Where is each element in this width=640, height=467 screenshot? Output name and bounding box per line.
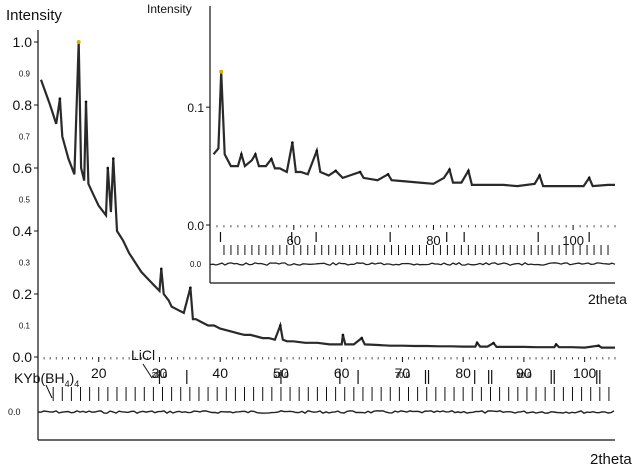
y-tick-label: 0.0 xyxy=(13,349,33,365)
inset-kyb-reflection-ticks xyxy=(223,245,609,255)
peak-point xyxy=(467,169,470,173)
inset-peak-markers xyxy=(219,69,591,180)
y-tick-label: 0.1 xyxy=(187,101,204,115)
x-tick-label: 80 xyxy=(455,365,471,381)
phase1-annotation-sub: 4 xyxy=(65,379,70,389)
main-kyb-reflection-ticks xyxy=(52,387,610,401)
main-x-ticks: 203040506070809010030.050.070.090.0 xyxy=(37,357,616,381)
peak-point xyxy=(587,176,591,180)
peak-point xyxy=(358,170,362,174)
peak-point xyxy=(597,344,600,348)
phase2-annotation-pointer xyxy=(142,363,153,379)
phase1-annotation-pointer xyxy=(45,384,53,399)
y-tick-label-small: 0.1 xyxy=(19,322,31,331)
peak-point xyxy=(291,141,294,144)
main-diff-zero-label: 0.0 xyxy=(8,407,21,417)
x-tick-label: 60 xyxy=(287,233,301,248)
y-tick-label: 0.0 xyxy=(187,219,204,233)
y-tick-label-small: 0.3 xyxy=(19,259,31,268)
phase1-annotation-sub2: 4 xyxy=(74,379,79,389)
y-tick-label: 0.2 xyxy=(13,286,33,302)
peak-point xyxy=(492,341,495,345)
inset-background xyxy=(186,4,615,285)
inset-y-axis-title: Intensity xyxy=(147,2,192,16)
inset-diff-zero-label: 0.0 xyxy=(190,260,202,269)
y-tick-label: 0.8 xyxy=(13,97,33,113)
inset-x-axis-title: 2theta xyxy=(588,291,627,307)
x-tick-label: 80 xyxy=(426,233,440,248)
y-tick-label-small: 0.9 xyxy=(19,70,31,79)
peak-point xyxy=(106,166,110,170)
peak-point xyxy=(475,341,479,345)
peak-point xyxy=(240,153,243,156)
peak-point xyxy=(58,97,62,100)
peak-point xyxy=(360,336,364,340)
peak-point xyxy=(279,324,282,327)
inset-x-ticks: 60 80 100 xyxy=(209,225,616,248)
peak-point xyxy=(254,153,257,156)
inset-difference-curve xyxy=(209,261,616,266)
max-peak-point xyxy=(76,40,81,44)
x-tick-label-small: 70.0 xyxy=(395,371,411,380)
peak-point xyxy=(386,173,390,176)
phase1-annotation: KYb(BH4)4 xyxy=(14,370,79,389)
peak-point xyxy=(538,174,541,177)
x-tick-label: 60 xyxy=(334,365,350,381)
peak-point xyxy=(112,157,115,160)
peak-point xyxy=(315,149,319,153)
x-tick-label: 90 xyxy=(516,365,532,381)
y-tick-label-small: 0.5 xyxy=(19,196,31,205)
x-tick-label: 20 xyxy=(91,365,107,381)
main-y-axis-title: Intensity xyxy=(6,7,62,24)
peak-point xyxy=(189,286,192,290)
main-difference-curve xyxy=(37,410,615,415)
peak-point xyxy=(270,157,273,161)
inset-chart: Intensity 0.1 0.0 60 80 100 2theta 0.0 xyxy=(147,2,627,307)
peak-point xyxy=(554,343,558,346)
main-chart: Intensity 1.0 0.8 0.6 0.4 0.2 0.0 0.9 0.7 0.5 0.3… xyxy=(6,7,632,467)
peak-point xyxy=(448,168,451,171)
inset-licl-reflection-ticks xyxy=(219,232,590,242)
inset-y-ticks: 0.1 0.0 xyxy=(187,101,210,233)
y-tick-label: 0.6 xyxy=(13,160,33,176)
main-x-axis-title: 2theta xyxy=(590,451,632,467)
x-tick-label: 100 xyxy=(573,365,597,381)
y-tick-label: 1.0 xyxy=(13,34,33,50)
y-tick-label-small: 0.7 xyxy=(19,133,31,142)
x-tick-label: 100 xyxy=(562,233,584,248)
main-peak-markers xyxy=(58,40,600,348)
peak-point xyxy=(341,333,345,337)
y-tick-label: 0.4 xyxy=(13,223,33,239)
phase1-annotation-close: ) xyxy=(70,370,75,386)
main-profile-curve xyxy=(39,41,615,349)
x-tick-label: 70 xyxy=(395,365,411,381)
peak-point xyxy=(84,100,88,104)
phase2-annotation: LiCl xyxy=(131,347,155,363)
main-licl-reflection-ticks xyxy=(158,370,601,384)
peak-point xyxy=(160,267,163,271)
phase1-annotation-prefix: KYb(BH xyxy=(14,370,65,386)
main-y-ticks: 1.0 0.8 0.6 0.4 0.2 0.0 0.9 0.7 0.5 0.3 0.1 xyxy=(13,34,38,365)
peak-point xyxy=(334,169,338,173)
x-tick-label: 40 xyxy=(212,365,228,381)
x-tick-label-small: 90.0 xyxy=(516,371,532,380)
max-peak-point xyxy=(219,69,224,74)
